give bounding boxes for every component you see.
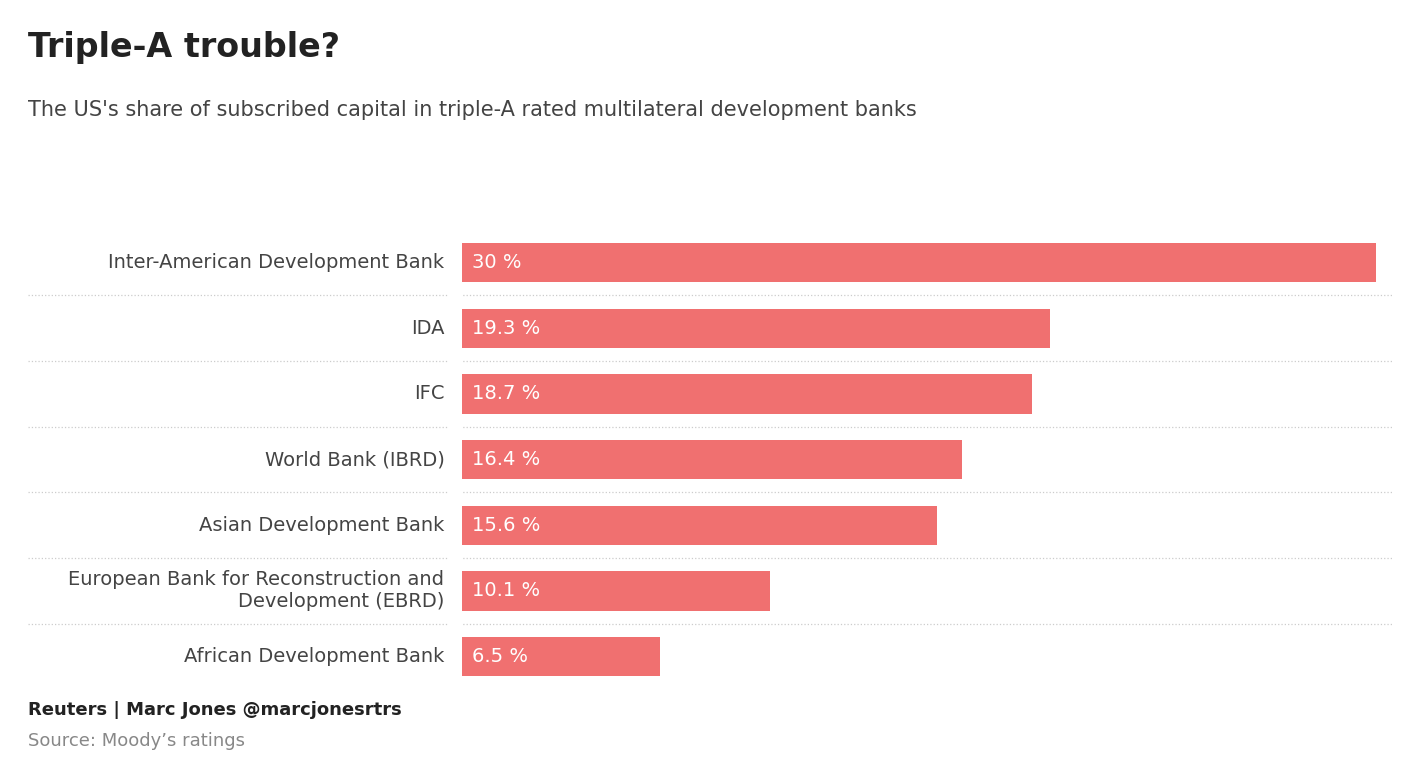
Text: 18.7 %: 18.7 % — [473, 385, 541, 404]
Text: 19.3 %: 19.3 % — [473, 319, 541, 338]
Text: Reuters | Marc Jones @marcjonesrtrs: Reuters | Marc Jones @marcjonesrtrs — [28, 701, 402, 719]
Bar — [462, 637, 660, 676]
Text: IFC: IFC — [415, 385, 444, 404]
Text: European Bank for Reconstruction and
Development (EBRD): European Bank for Reconstruction and Dev… — [68, 571, 444, 611]
Bar — [462, 375, 1032, 414]
Text: 30 %: 30 % — [473, 253, 521, 272]
Text: The US's share of subscribed capital in triple-A rated multilateral development : The US's share of subscribed capital in … — [28, 100, 917, 119]
Text: Triple-A trouble?: Triple-A trouble? — [28, 31, 341, 64]
Bar — [462, 309, 1049, 348]
Text: Asian Development Bank: Asian Development Bank — [199, 516, 444, 535]
Bar — [462, 243, 1376, 283]
Text: IDA: IDA — [410, 319, 444, 338]
Text: Inter-American Development Bank: Inter-American Development Bank — [108, 253, 444, 272]
Text: 6.5 %: 6.5 % — [473, 647, 528, 666]
Text: African Development Bank: African Development Bank — [185, 647, 444, 666]
Text: 10.1 %: 10.1 % — [473, 581, 540, 601]
Bar — [462, 440, 961, 480]
Bar — [462, 506, 937, 545]
Text: 15.6 %: 15.6 % — [473, 516, 541, 535]
Text: World Bank (IBRD): World Bank (IBRD) — [264, 450, 444, 469]
Text: Source: Moody’s ratings: Source: Moody’s ratings — [28, 732, 246, 749]
Bar — [462, 571, 770, 611]
Text: 16.4 %: 16.4 % — [473, 450, 541, 469]
